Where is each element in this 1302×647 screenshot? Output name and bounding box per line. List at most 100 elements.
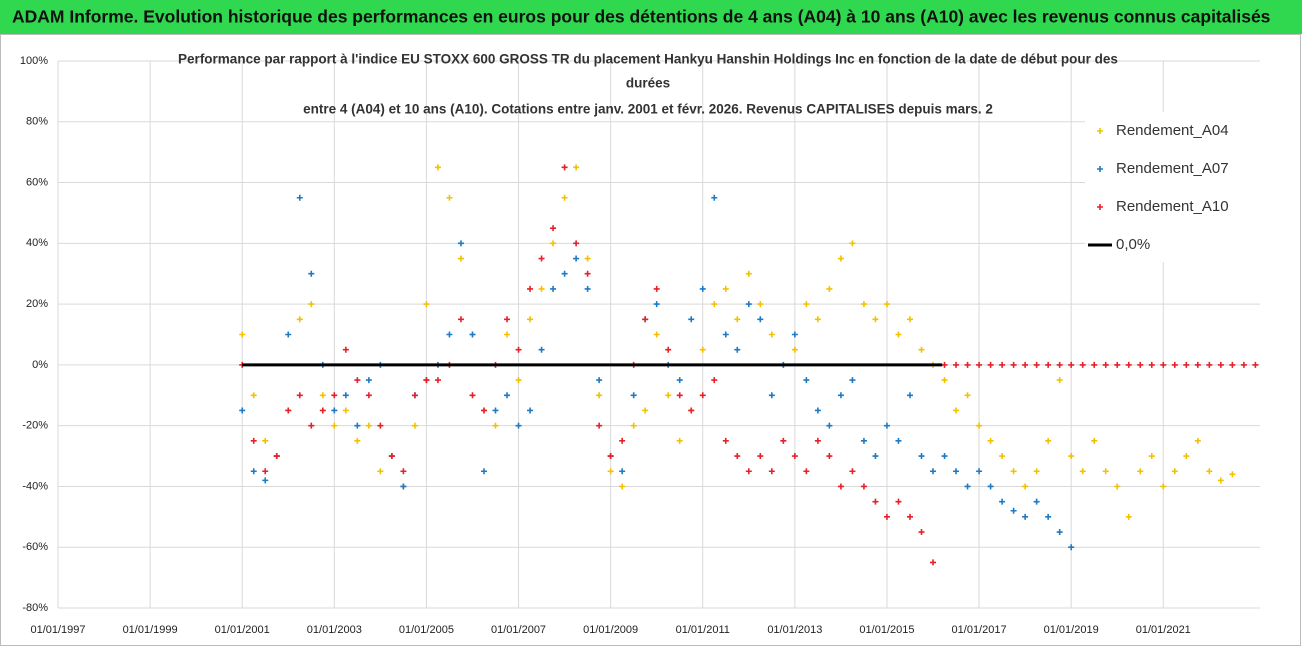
point [584,255,591,262]
y-tick-label: 20% [26,298,48,310]
point [561,270,568,277]
point [987,483,994,490]
point [1045,513,1052,520]
point [377,422,384,429]
point [619,437,626,444]
point [803,377,810,384]
point [538,346,545,353]
y-tick-label: 100% [20,55,48,67]
point [1137,468,1144,475]
point [584,270,591,277]
point [285,407,292,414]
point [1206,361,1213,368]
point [1148,361,1155,368]
point [906,513,913,520]
point [849,377,856,384]
y-tick-label: 80% [26,116,48,128]
point [999,361,1006,368]
x-tick-label: 01/01/2003 [307,624,362,636]
point [872,498,879,505]
point [837,483,844,490]
chart-title: Performance par rapport à l'indice EU ST… [178,52,1118,67]
point [308,270,315,277]
point [814,316,821,323]
point [550,285,557,292]
point [1206,468,1213,475]
point [504,331,511,338]
point [1033,468,1040,475]
point [757,301,764,308]
point [872,316,879,323]
point [434,164,441,171]
point [446,331,453,338]
header-bar [0,0,1302,34]
point [918,346,925,353]
legend-label: Rendement_A07 [1116,160,1229,177]
point [273,453,280,460]
point [411,392,418,399]
point [653,331,660,338]
y-tick-label: -20% [22,420,48,432]
legend-label: 0,0% [1116,236,1150,253]
point [930,468,937,475]
point [734,316,741,323]
point [1033,361,1040,368]
y-tick-label: -80% [22,602,48,614]
point [1022,361,1029,368]
point [1068,453,1075,460]
point [457,316,464,323]
point [860,301,867,308]
point [515,346,522,353]
point [319,392,326,399]
point [745,301,752,308]
point [791,346,798,353]
chart-frame [0,34,1301,646]
legend-label: Rendement_A10 [1116,198,1229,215]
point [480,468,487,475]
point [803,301,810,308]
point [296,194,303,201]
point [745,468,752,475]
x-tick-label: 01/01/1999 [123,624,178,636]
point [1045,361,1052,368]
point [365,377,372,384]
point [803,468,810,475]
point [331,392,338,399]
point [964,392,971,399]
point [285,331,292,338]
point [814,437,821,444]
point [814,407,821,414]
point [964,483,971,490]
point [642,316,649,323]
point [906,316,913,323]
point [1125,361,1132,368]
point [941,453,948,460]
y-tick-label: -40% [22,480,48,492]
point [331,422,338,429]
point [342,407,349,414]
header-title: ADAM Informe. Evolution historique des p… [12,7,1271,27]
point [1148,453,1155,460]
point [1102,468,1109,475]
point [423,301,430,308]
point [1217,477,1224,484]
point [607,468,614,475]
point [1171,361,1178,368]
point [688,316,695,323]
point [745,270,752,277]
point [1091,361,1098,368]
point [665,346,672,353]
point [918,453,925,460]
point [596,392,603,399]
point [296,392,303,399]
point [262,477,269,484]
point [791,453,798,460]
point [239,407,246,414]
point [768,331,775,338]
point [883,301,890,308]
point [953,361,960,368]
point [469,392,476,399]
point [826,285,833,292]
point [250,437,257,444]
point [365,422,372,429]
